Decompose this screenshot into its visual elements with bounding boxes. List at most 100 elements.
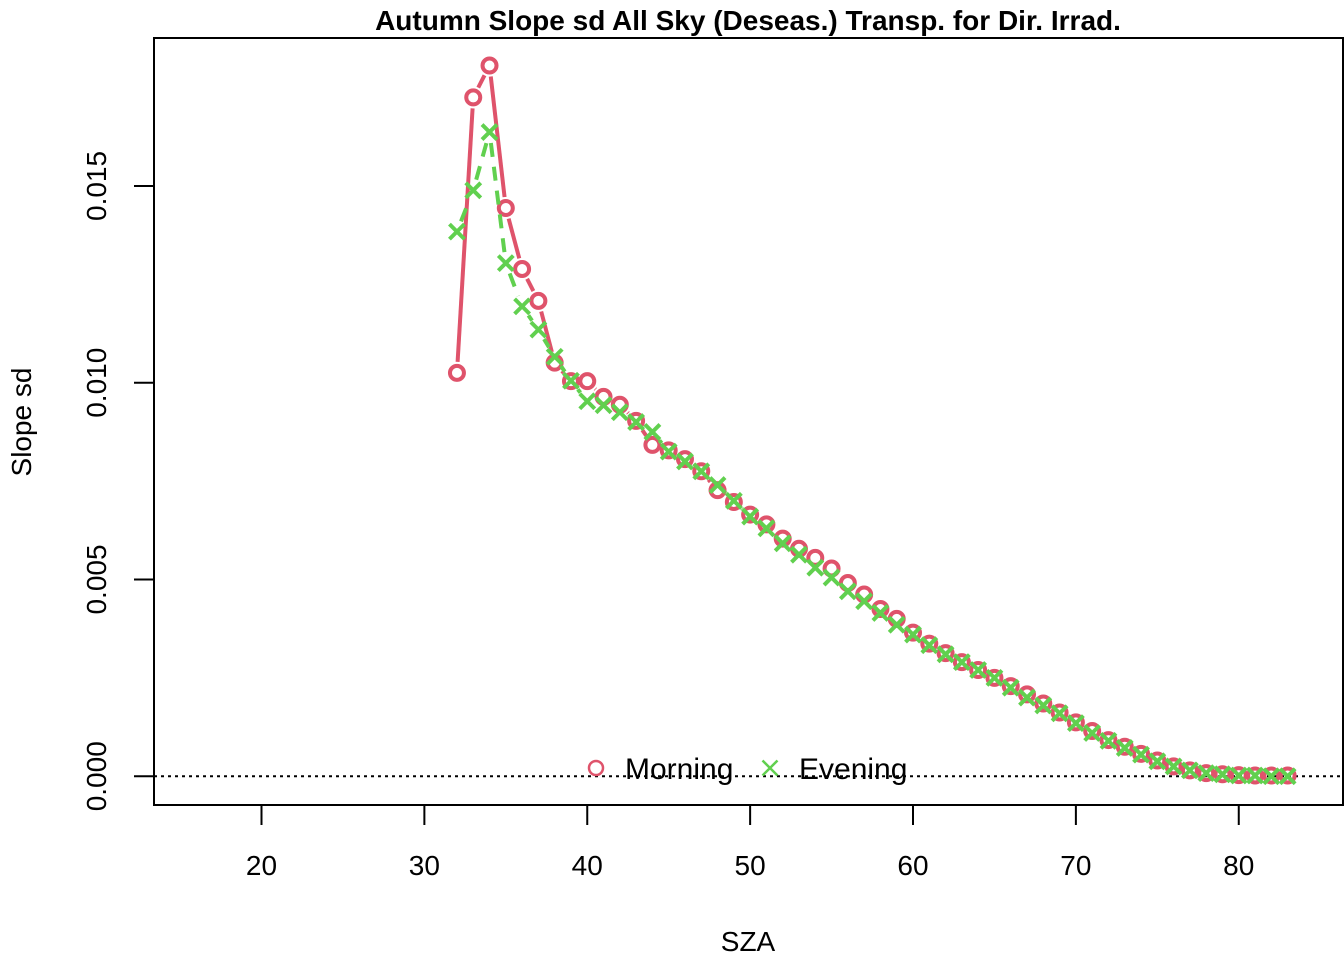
evening-point (1197, 764, 1216, 783)
evening-point (1050, 704, 1069, 723)
evening-point (1262, 767, 1281, 786)
series-morning-segment (640, 428, 648, 437)
morning-point (871, 600, 890, 619)
evening-point (594, 396, 613, 415)
evening-point (529, 320, 548, 339)
evening-point (480, 123, 499, 141)
chart-title: Autumn Slope sd All Sky (Deseas.) Transp… (375, 5, 1121, 36)
morning-point (1278, 766, 1297, 785)
evening-point (496, 254, 515, 273)
evening-point (464, 181, 483, 200)
morning-point (1132, 744, 1151, 763)
morning-point (952, 653, 971, 672)
evening-point (1164, 757, 1183, 776)
morning-point (529, 291, 548, 310)
morning-point (578, 372, 597, 391)
y-tick-label: 0.015 (81, 151, 112, 221)
series-evening-segment (576, 388, 582, 394)
x-tick-label: 20 (246, 850, 277, 881)
morning-point (1115, 737, 1134, 756)
morning-point (1050, 703, 1069, 722)
series-evening-segment (459, 199, 472, 223)
y-tick-label: 0.000 (81, 741, 112, 811)
morning-point (692, 462, 711, 481)
evening-point (871, 604, 890, 622)
series-morning-segment (455, 108, 475, 363)
series-morning-segment (476, 74, 487, 89)
evening-point (790, 545, 808, 564)
series-morning-segment (506, 218, 522, 259)
series-evening-segment (559, 364, 567, 373)
morning-point (659, 441, 678, 460)
morning-point (741, 505, 760, 524)
series-evening-segment (474, 142, 489, 181)
x-tick-label: 50 (735, 850, 766, 881)
legend-evening-label: Evening (799, 753, 907, 786)
y-axis-label: Slope sd (6, 368, 37, 477)
evening-point (985, 668, 1004, 687)
morning-point (757, 515, 776, 534)
evening-point (1229, 766, 1248, 785)
evening-point (1148, 752, 1167, 771)
morning-point (806, 548, 825, 567)
evening-point (936, 645, 955, 664)
evening-point (513, 297, 532, 316)
morning-point (1180, 761, 1199, 780)
evening-point (969, 661, 988, 679)
evening-point (773, 534, 792, 553)
x-axis-label: SZA (721, 926, 776, 957)
evening-point (1180, 761, 1199, 780)
x-tick-label: 40 (572, 850, 603, 881)
x-tick-label: 60 (897, 850, 928, 881)
series-morning-segment (706, 478, 712, 484)
morning-point (1099, 731, 1118, 750)
x-tick-label: 70 (1060, 850, 1091, 881)
morning-point (1246, 766, 1265, 785)
evening-point (692, 462, 711, 481)
morning-point (480, 56, 499, 75)
evening-point (643, 423, 662, 441)
morning-point (1148, 751, 1167, 770)
legend-evening-marker (761, 759, 779, 777)
evening-point (562, 371, 580, 390)
morning-point (627, 411, 646, 430)
morning-point (969, 661, 988, 680)
evening-point (1132, 745, 1150, 764)
morning-point (1229, 766, 1248, 785)
evening-point (1034, 696, 1053, 715)
evening-point (676, 452, 694, 471)
morning-point (643, 435, 662, 454)
morning-point (936, 644, 955, 663)
evening-point (1115, 739, 1134, 757)
series-evening-segment (657, 439, 664, 445)
evening-point (545, 347, 564, 366)
evening-point (659, 442, 678, 461)
x-tick-label: 80 (1223, 850, 1254, 881)
morning-point (675, 450, 694, 469)
evening-point (448, 222, 466, 241)
morning-point (1197, 764, 1216, 783)
series-morning-segment (626, 411, 630, 415)
morning-point (447, 363, 466, 382)
y-tick-label: 0.010 (81, 348, 112, 418)
plot-frame (153, 37, 1344, 806)
evening-point (806, 558, 825, 577)
evening-point (887, 615, 906, 634)
series-evening-segment (542, 338, 551, 349)
x-tick-label: 30 (409, 850, 440, 881)
morning-point (1083, 722, 1102, 741)
series-morning-segment (488, 76, 507, 198)
morning-point (513, 260, 532, 279)
morning-point (1213, 765, 1232, 784)
morning-point (904, 623, 923, 642)
morning-point (464, 88, 483, 107)
y-tick-label: 0.005 (81, 544, 112, 614)
morning-point (1034, 694, 1053, 713)
morning-point (1262, 766, 1281, 785)
evening-point (855, 592, 874, 611)
morning-point (985, 668, 1004, 687)
morning-point (561, 372, 580, 391)
evening-point (1001, 678, 1020, 697)
morning-point (1066, 713, 1085, 732)
